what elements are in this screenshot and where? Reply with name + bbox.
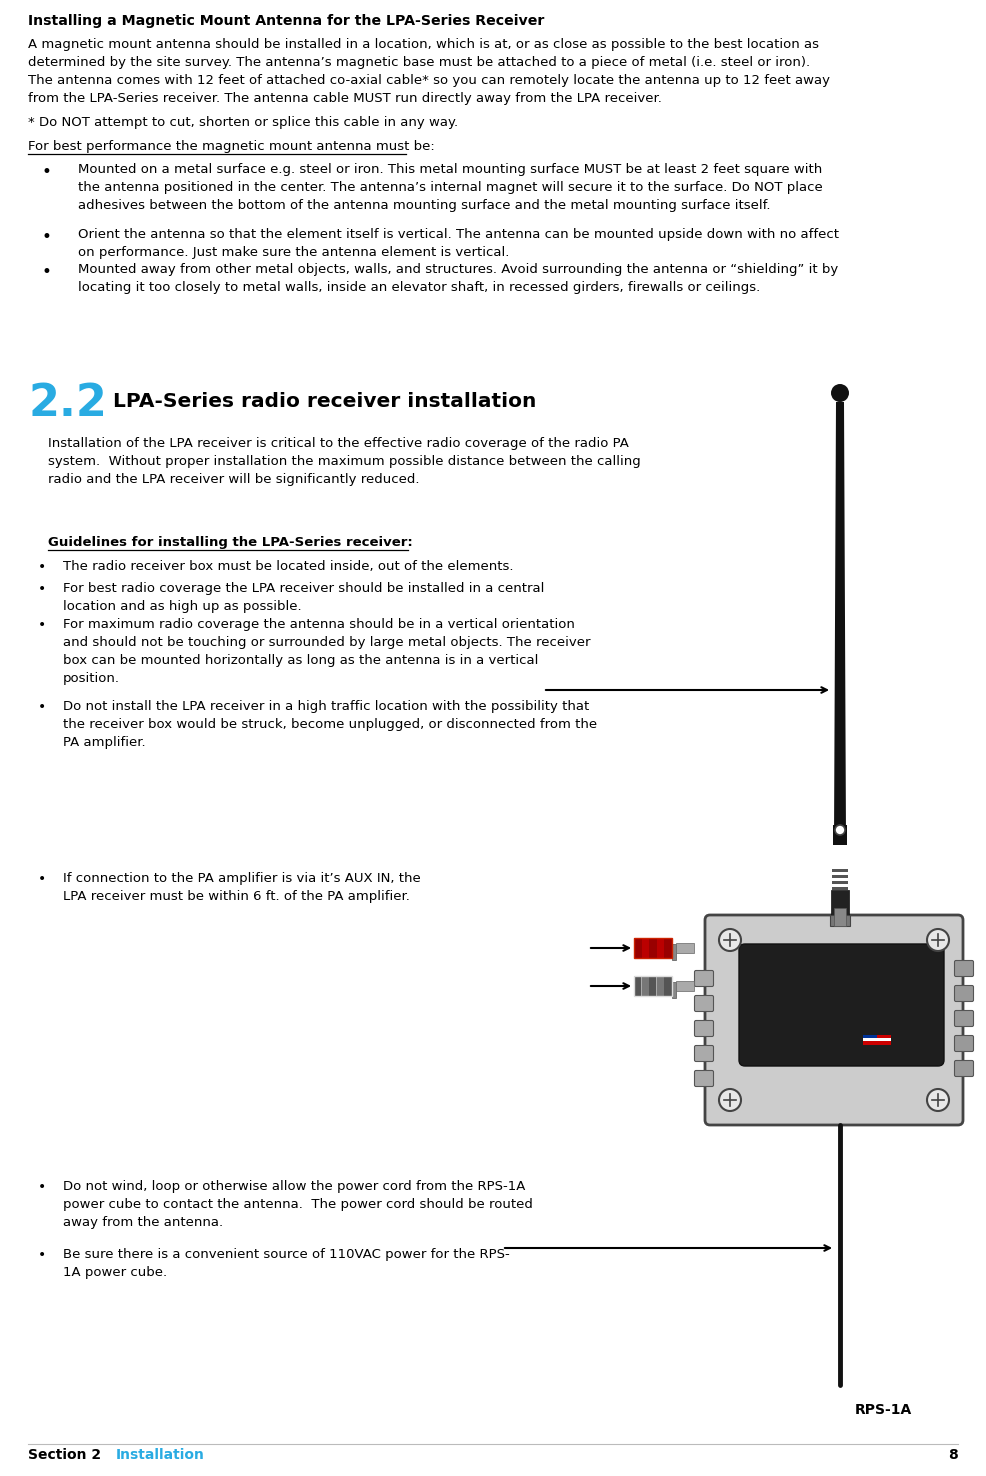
Bar (634, 939, 672, 958)
Bar (642, 939, 649, 958)
Bar (665, 976, 671, 996)
Text: Guidelines for installing the LPA-Series receiver:: Guidelines for installing the LPA-Series… (48, 536, 413, 549)
Bar (832, 881, 848, 884)
Bar (832, 887, 848, 890)
Bar (832, 875, 848, 878)
FancyBboxPatch shape (694, 971, 714, 986)
Polygon shape (834, 401, 846, 840)
Bar (634, 976, 641, 996)
Bar (649, 939, 657, 958)
Bar (833, 825, 847, 844)
Text: Do not wind, loop or otherwise allow the power cord from the RPS-1A
power cube t: Do not wind, loop or otherwise allow the… (63, 1179, 532, 1230)
Circle shape (719, 928, 741, 951)
Bar (634, 976, 672, 996)
Bar (634, 939, 642, 958)
Text: •: • (37, 582, 46, 596)
Text: Mounted away from other metal objects, walls, and structures. Avoid surrounding : Mounted away from other metal objects, w… (78, 263, 838, 294)
Text: Orient the antenna so that the element itself is vertical. The antenna can be mo: Orient the antenna so that the element i… (78, 227, 839, 258)
Bar (649, 976, 657, 996)
Text: RPS-1A: RPS-1A (855, 1404, 912, 1417)
Bar (672, 945, 676, 959)
FancyBboxPatch shape (694, 1045, 714, 1061)
Bar (649, 939, 657, 958)
FancyBboxPatch shape (705, 915, 963, 1125)
Bar (863, 1038, 890, 1041)
Text: •: • (37, 1249, 46, 1262)
Text: Installation of the LPA receiver is critical to the effective radio coverage of : Installation of the LPA receiver is crit… (48, 437, 641, 486)
Bar (831, 890, 849, 915)
Text: Do not install the LPA receiver in a high traffic location with the possibility : Do not install the LPA receiver in a hig… (63, 700, 598, 748)
FancyBboxPatch shape (954, 1036, 973, 1051)
Bar (657, 976, 665, 996)
Text: •: • (37, 1179, 46, 1194)
Text: The radio receiver box must be located inside, out of the elements.: The radio receiver box must be located i… (63, 559, 514, 573)
Text: Mounted on a metal surface e.g. steel or iron. This metal mounting surface MUST : Mounted on a metal surface e.g. steel or… (78, 162, 822, 213)
Bar (676, 982, 694, 990)
Circle shape (835, 825, 845, 835)
Bar (657, 939, 665, 958)
Text: •: • (37, 872, 46, 886)
Bar (634, 939, 672, 958)
FancyBboxPatch shape (694, 1020, 714, 1036)
Text: •: • (37, 700, 46, 714)
Bar (642, 939, 649, 958)
Text: 2.2: 2.2 (28, 382, 106, 425)
Circle shape (719, 1089, 741, 1111)
Text: For maximum radio coverage the antenna should be in a vertical orientation
and s: For maximum radio coverage the antenna s… (63, 618, 591, 685)
Circle shape (831, 384, 849, 401)
Bar (642, 976, 649, 996)
Bar (863, 1035, 877, 1038)
Bar (830, 915, 850, 925)
FancyBboxPatch shape (954, 1011, 973, 1026)
Bar (634, 976, 642, 996)
Text: Installing a Magnetic Mount Antenna for the LPA-Series Receiver: Installing a Magnetic Mount Antenna for … (28, 13, 544, 28)
Text: •: • (41, 162, 51, 182)
FancyBboxPatch shape (954, 961, 973, 977)
Text: Installation: Installation (116, 1448, 205, 1463)
Text: •: • (37, 559, 46, 574)
Text: A magnetic mount antenna should be installed in a location, which is at, or as c: A magnetic mount antenna should be insta… (28, 38, 830, 105)
Text: Section 2: Section 2 (28, 1448, 102, 1463)
Text: •: • (41, 227, 51, 246)
Bar (832, 869, 848, 872)
Bar (877, 1035, 890, 1038)
Bar (634, 939, 641, 958)
Text: For best radio coverage the LPA receiver should be installed in a central
locati: For best radio coverage the LPA receiver… (63, 582, 544, 613)
Bar (863, 1038, 890, 1045)
Bar (665, 939, 671, 958)
Text: LPA-Series radio receiver installation: LPA-Series radio receiver installation (113, 393, 536, 410)
FancyBboxPatch shape (694, 995, 714, 1011)
Bar (642, 976, 649, 996)
Text: For best performance the magnetic mount antenna must be:: For best performance the magnetic mount … (28, 140, 435, 154)
Bar (649, 976, 657, 996)
Bar (676, 943, 694, 953)
Text: Be sure there is a convenient source of 110VAC power for the RPS-
1A power cube.: Be sure there is a convenient source of … (63, 1249, 510, 1280)
Bar (634, 976, 672, 996)
FancyBboxPatch shape (954, 986, 973, 1002)
Bar (657, 976, 664, 996)
Circle shape (927, 928, 949, 951)
Bar (672, 982, 676, 998)
FancyBboxPatch shape (954, 1060, 973, 1076)
Text: If connection to the PA amplifier is via it’s AUX IN, the
LPA receiver must be w: If connection to the PA amplifier is via… (63, 872, 421, 903)
FancyBboxPatch shape (694, 1070, 714, 1086)
FancyBboxPatch shape (739, 945, 944, 1066)
Text: RITRON: RITRON (799, 1032, 824, 1038)
Bar (665, 939, 672, 958)
Text: Mouth: Mouth (841, 976, 926, 1001)
Text: •: • (41, 263, 51, 280)
Text: * Do NOT attempt to cut, shorten or splice this cable in any way.: * Do NOT attempt to cut, shorten or spli… (28, 117, 458, 128)
Bar (665, 976, 672, 996)
Text: Loud: Loud (777, 976, 841, 1001)
Text: •: • (37, 618, 46, 632)
Bar (834, 908, 846, 925)
Circle shape (927, 1089, 949, 1111)
Bar (657, 939, 664, 958)
Text: 8: 8 (949, 1448, 958, 1463)
